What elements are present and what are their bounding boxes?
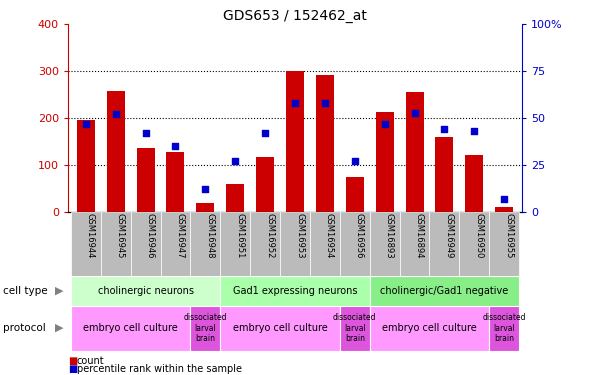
Text: GSM16946: GSM16946 [146, 213, 155, 259]
Text: cholinergic/Gad1 negative: cholinergic/Gad1 negative [381, 286, 509, 296]
Bar [77, 120, 95, 212]
Point [171, 143, 180, 149]
Bar [489, 306, 519, 351]
Bar [376, 112, 394, 212]
Text: GSM16894: GSM16894 [415, 213, 424, 259]
Bar [191, 212, 220, 276]
Point [231, 158, 240, 164]
Text: Gad1 expressing neurons: Gad1 expressing neurons [232, 286, 358, 296]
Bar [220, 276, 370, 306]
Text: GSM16950: GSM16950 [474, 213, 483, 258]
Bar [435, 137, 453, 212]
Text: embryo cell culture: embryo cell culture [232, 323, 327, 333]
Bar [489, 212, 519, 276]
Bar [370, 212, 399, 276]
Text: cholinergic neurons: cholinergic neurons [97, 286, 194, 296]
Bar [286, 71, 304, 212]
Point [201, 186, 210, 192]
Point [410, 110, 419, 116]
Text: GSM16953: GSM16953 [295, 213, 304, 259]
Bar [220, 306, 340, 351]
Bar [191, 306, 220, 351]
Point [470, 128, 479, 134]
Text: GSM16956: GSM16956 [355, 213, 364, 259]
Text: GSM16893: GSM16893 [385, 213, 394, 259]
Bar [137, 148, 155, 212]
Bar [430, 212, 460, 276]
Point [260, 130, 270, 136]
Point [290, 100, 300, 106]
Bar [370, 306, 489, 351]
Bar [250, 212, 280, 276]
Bar [130, 212, 160, 276]
Text: ▶: ▶ [55, 286, 64, 296]
Text: dissociated
larval
brain: dissociated larval brain [483, 313, 526, 343]
Text: dissociated
larval
brain: dissociated larval brain [183, 313, 227, 343]
Text: ▶: ▶ [55, 323, 64, 333]
Bar [370, 276, 519, 306]
Bar [310, 212, 340, 276]
Bar [466, 155, 483, 212]
Bar [346, 177, 364, 212]
Text: GSM16952: GSM16952 [265, 213, 274, 258]
Text: dissociated
larval
brain: dissociated larval brain [333, 313, 376, 343]
Bar [107, 91, 124, 212]
Title: GDS653 / 152462_at: GDS653 / 152462_at [223, 9, 367, 23]
Bar [196, 202, 214, 212]
Point [111, 111, 120, 117]
Bar [71, 306, 191, 351]
Text: protocol: protocol [3, 323, 45, 333]
Point [81, 121, 90, 127]
Point [320, 100, 330, 106]
Bar [220, 212, 250, 276]
Text: GSM16945: GSM16945 [116, 213, 124, 258]
Text: GSM16951: GSM16951 [235, 213, 244, 258]
Point [440, 126, 449, 132]
Bar [280, 212, 310, 276]
Bar [71, 276, 220, 306]
Text: GSM16948: GSM16948 [205, 213, 214, 259]
Text: GSM16949: GSM16949 [444, 213, 454, 258]
Bar [340, 212, 370, 276]
Bar [71, 212, 101, 276]
Bar [460, 212, 489, 276]
Bar [160, 212, 191, 276]
Bar [405, 92, 424, 212]
Point [350, 158, 359, 164]
Point [141, 130, 150, 136]
Bar [101, 212, 130, 276]
Text: GSM16947: GSM16947 [175, 213, 185, 259]
Text: count: count [77, 356, 104, 366]
Bar [399, 212, 430, 276]
Point [500, 196, 509, 202]
Bar [495, 207, 513, 212]
Text: percentile rank within the sample: percentile rank within the sample [77, 364, 242, 374]
Bar [166, 152, 185, 212]
Text: ■: ■ [68, 364, 77, 374]
Text: GSM16955: GSM16955 [504, 213, 513, 258]
Bar [226, 184, 244, 212]
Bar [316, 75, 334, 212]
Text: GSM16944: GSM16944 [86, 213, 95, 258]
Point [380, 121, 389, 127]
Text: cell type: cell type [3, 286, 48, 296]
Bar [256, 157, 274, 212]
Text: ■: ■ [68, 356, 77, 366]
Bar [340, 306, 370, 351]
Text: GSM16954: GSM16954 [325, 213, 334, 258]
Text: embryo cell culture: embryo cell culture [382, 323, 477, 333]
Text: embryo cell culture: embryo cell culture [83, 323, 178, 333]
